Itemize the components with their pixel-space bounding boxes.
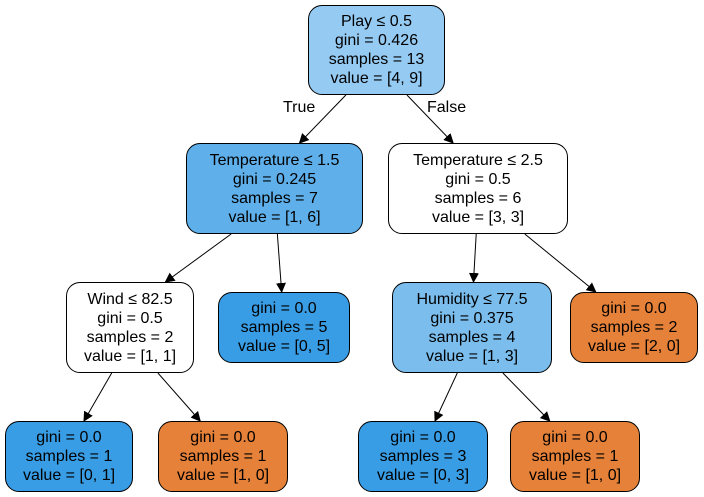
node-samples: samples = 3 [379,448,467,465]
node-value: value = [1, 0] [528,467,622,484]
edge-n1-n4 [276,233,286,293]
edge-n2-n6 [524,233,597,293]
node-temperature-2-5: Temperature ≤ 2.5 gini = 0.5 samples = 6… [388,143,568,234]
node-split-label: Humidity ≤ 77.5 [416,290,528,308]
node-value: value = [0, 5] [237,338,331,355]
node-value: value = [1, 1] [83,347,177,365]
node-samples: samples = 1 [25,448,113,465]
edge-false-n0-n2 [406,94,454,144]
node-value: value = [0, 3] [376,467,470,484]
edge-label-true: True [283,99,316,116]
node-split-label: Play ≤ 0.5 [340,13,413,30]
node-wind: Wind ≤ 82.5 gini = 0.5 samples = 2 value… [66,282,194,373]
node-value: value = [1, 6] [228,208,321,226]
node-samples: samples = 2 [86,328,174,346]
edge-n3-n8 [157,372,201,422]
node-gini: gini = 0.0 [390,429,456,446]
edge-n1-n3 [164,233,232,283]
node-split-label: Temperature ≤ 2.5 [413,151,543,169]
leaf-node-2-0: gini = 0.0 samples = 2 value = [2, 0] [570,292,698,363]
edge-n5-n10 [502,372,551,422]
node-value: value = [3, 3] [431,208,525,226]
node-gini: gini = 0.426 [334,32,419,49]
node-value: value = [4, 9] [330,70,423,87]
leaf-node-1-0-right: gini = 0.0 samples = 1 value = [1, 0] [510,421,640,492]
edge-n5-n9 [434,372,458,422]
node-humidity: Humidity ≤ 77.5 gini = 0.375 samples = 4… [392,282,552,373]
node-samples: samples = 1 [531,448,619,465]
node-split-label: Temperature ≤ 1.5 [209,151,340,169]
node-samples: samples = 5 [240,319,328,336]
node-value: value = [1, 0] [176,467,270,484]
node-gini: gini = 0.0 [542,429,608,446]
edge-n2-n5 [468,233,479,283]
node-value: value = [2, 0] [587,338,681,355]
node-gini: gini = 0.0 [36,429,102,446]
node-gini: gini = 0.0 [601,300,667,317]
leaf-node-1-0-left: gini = 0.0 samples = 1 value = [1, 0] [158,421,288,492]
node-samples: samples = 4 [428,328,516,346]
node-samples: samples = 7 [231,189,318,207]
node-gini: gini = 0.375 [430,309,514,327]
leaf-node-0-5: gini = 0.0 samples = 5 value = [0, 5] [218,292,350,363]
edge-label-false: False [427,99,467,116]
node-value: value = [1, 3] [425,347,519,365]
node-value: value = [0, 1] [22,467,116,484]
node-gini: gini = 0.5 [97,309,163,327]
node-samples: samples = 1 [179,448,267,465]
leaf-node-0-3: gini = 0.0 samples = 3 value = [0, 3] [358,421,488,492]
node-temperature-1-5: Temperature ≤ 1.5 gini = 0.245 samples =… [186,143,363,234]
node-samples: samples = 2 [590,319,678,336]
node-samples: samples = 13 [328,51,425,68]
root-node-play: Play ≤ 0.5 gini = 0.426 samples = 13 val… [308,5,445,95]
node-gini: gini = 0.0 [190,429,256,446]
node-gini: gini = 0.5 [445,170,511,188]
node-split-label: Wind ≤ 82.5 [87,290,173,308]
leaf-node-0-1: gini = 0.0 samples = 1 value = [0, 1] [5,421,133,492]
node-gini: gini = 0.0 [251,300,317,317]
edge-true-n0-n1 [298,94,347,144]
node-samples: samples = 6 [434,189,522,207]
node-gini: gini = 0.245 [232,170,317,188]
edge-n3-n7 [83,372,113,422]
